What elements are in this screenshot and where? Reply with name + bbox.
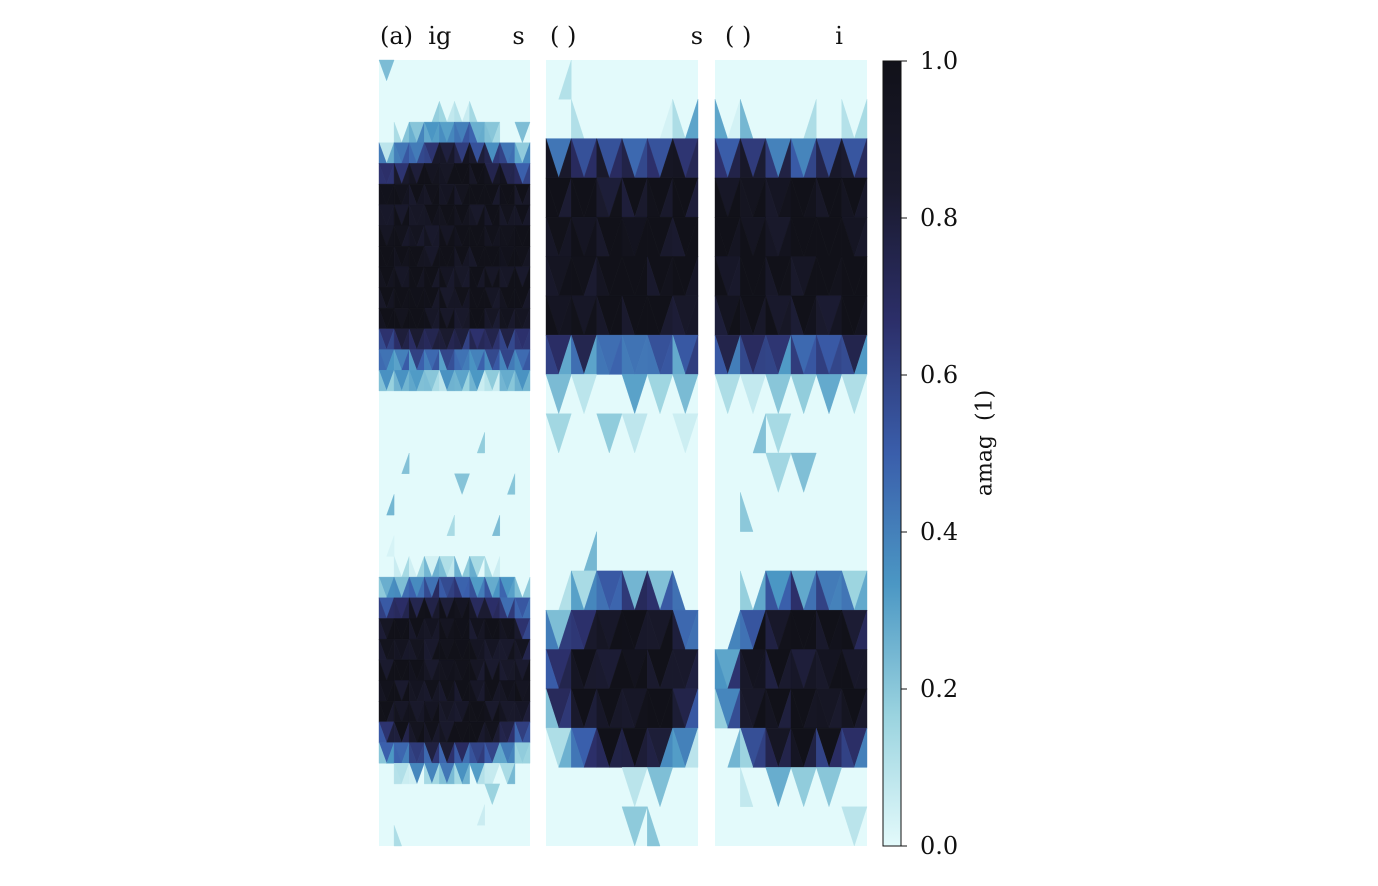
heatmap-cell (596, 335, 610, 375)
heatmap-cell (454, 473, 470, 495)
heatmap-cell (740, 492, 754, 532)
colorbar-tick-label: 1.0 (920, 47, 959, 75)
heatmap-cell (514, 742, 523, 764)
heatmap-cell (621, 767, 648, 808)
heatmap-cell (571, 374, 597, 415)
heatmap-cell (740, 767, 754, 807)
heatmap-cell (476, 804, 485, 826)
heatmap-cell (765, 374, 792, 415)
heatmap-cell (522, 370, 531, 392)
heatmap-cell (454, 763, 463, 785)
heatmap-cell (386, 535, 395, 557)
heatmap-cell (409, 370, 418, 392)
heatmap-cell (469, 370, 478, 392)
colorbar (882, 60, 902, 847)
heatmap-cell (790, 452, 817, 493)
heatmap-cell (765, 767, 792, 808)
heatmap-cell (647, 806, 661, 847)
heatmap-cell (401, 452, 410, 474)
heatmap-cell (393, 825, 402, 847)
heatmap-cell (492, 515, 500, 536)
heatmap-cell (378, 742, 387, 764)
colorbar-tick-label: 0.6 (920, 361, 959, 389)
heatmap-cell (816, 374, 842, 415)
heatmap-cell (765, 413, 792, 454)
heatmap-cell (393, 763, 402, 785)
heatmap-cell (672, 413, 699, 454)
heatmap-cell (545, 374, 572, 415)
heatmap-cell (558, 59, 572, 100)
colorbar-tick-label: 0.8 (920, 204, 959, 232)
heatmap-cell (714, 374, 741, 415)
heatmap-cell (740, 374, 766, 415)
heatmap-cell (545, 413, 572, 454)
heatmap-cell (854, 728, 868, 768)
heatmap-cell (378, 370, 387, 392)
heatmap-cell (393, 370, 402, 392)
heatmap-cell (714, 688, 728, 729)
heatmap-cell (672, 728, 686, 768)
heatmap-cell (461, 763, 470, 785)
heatmap-cell (790, 767, 817, 808)
panel-a-title: (a) ig s (380, 22, 525, 50)
heatmap-cell (484, 370, 493, 392)
heatmap-cell (841, 806, 868, 847)
heatmap-cell (841, 728, 855, 768)
heatmap-cell (596, 413, 623, 454)
heatmap-cell (507, 763, 516, 785)
heatmap-cell (522, 742, 531, 764)
heatmap-cell (446, 515, 455, 536)
heatmap-cell (596, 728, 610, 768)
heatmap-cell (507, 473, 516, 495)
colorbar-tick-label: 0.4 (920, 518, 959, 546)
heatmap-cell (499, 370, 508, 392)
heatmap-cell (439, 370, 448, 392)
colorbar-label: amag (1) (972, 389, 998, 497)
heatmap-cell (621, 806, 648, 847)
heatmap-cell (621, 374, 648, 415)
heatmap-cell (672, 374, 699, 415)
colorbar-tick-label: 0.0 (920, 832, 959, 860)
heatmap-cell (514, 121, 531, 144)
heatmap-cell (816, 767, 842, 808)
heatmap-cell (765, 452, 792, 493)
heatmap-cell (571, 728, 585, 768)
heatmap-cell (424, 370, 433, 392)
heatmap-cell (439, 763, 448, 785)
heatmap-cell (790, 374, 817, 415)
heatmap-cell (484, 783, 501, 806)
heatmap-cell (647, 767, 673, 808)
heatmap-cell (378, 59, 395, 82)
heatmap-cell (454, 370, 463, 392)
heatmap-cell (685, 728, 699, 768)
heatmap-cell (409, 763, 418, 785)
heatmap-cell (647, 374, 673, 415)
heatmap-cell (752, 413, 766, 454)
heatmap-cell (424, 763, 433, 785)
heatmap-cell (476, 432, 485, 454)
colorbar-tick-label: 0.2 (920, 675, 959, 703)
heatmap-cell (386, 494, 395, 516)
heatmap-cell (514, 370, 523, 392)
heatmap-cell (621, 413, 648, 454)
panel-b-title: ( ) s (550, 22, 704, 50)
heatmap-cell (740, 728, 754, 768)
heatmap-cell (841, 374, 868, 415)
panel-c-title: ( ) i (725, 22, 843, 50)
